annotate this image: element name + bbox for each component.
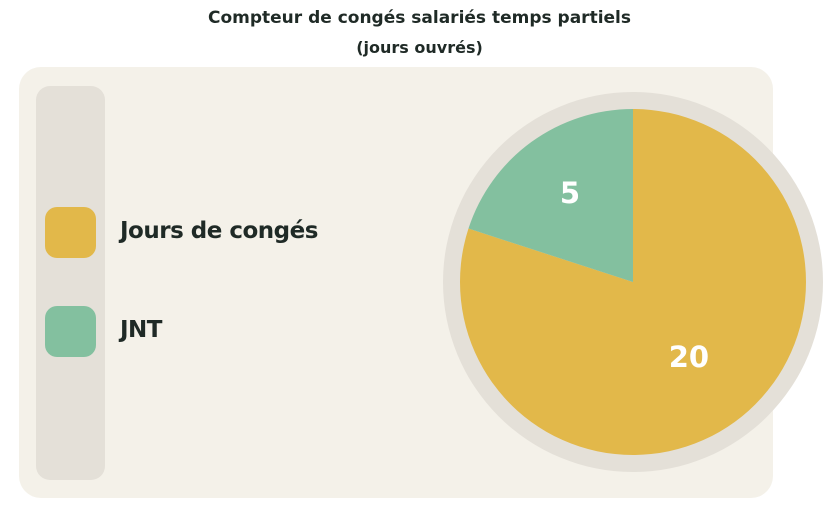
legend-label-jnt: JNT: [120, 317, 163, 343]
chart-subtitle: (jours ouvrés): [356, 38, 483, 57]
slice-label-jours-de-conges: 20: [669, 340, 709, 374]
chart-title: Compteur de congés salariés temps partie…: [207, 8, 631, 28]
legend: [36, 86, 105, 480]
slice-label-jnt: 5: [560, 176, 580, 210]
pie-slice-jnt: [468, 109, 633, 282]
legend-swatch-jnt: [45, 306, 96, 357]
legend-label-jours-de-conges: Jours de congés: [120, 218, 318, 244]
legend-swatch-jours-de-conges: [45, 207, 96, 258]
